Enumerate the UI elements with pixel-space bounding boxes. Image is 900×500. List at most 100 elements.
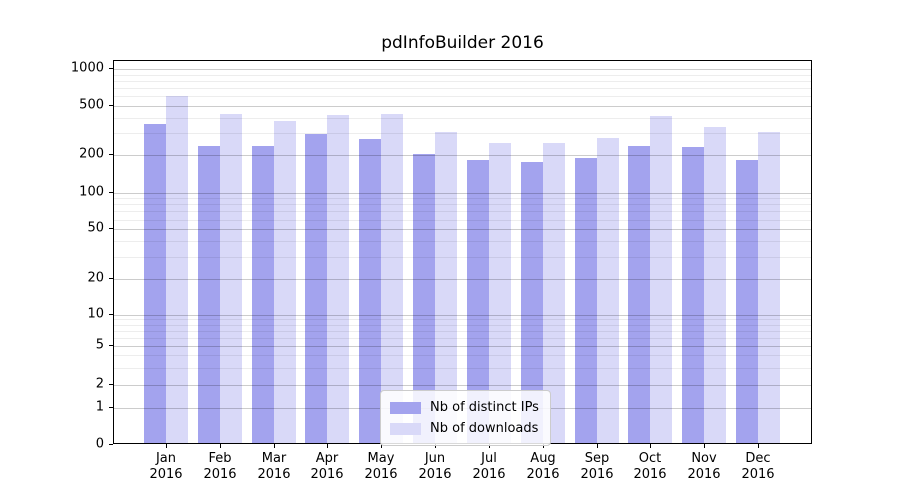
x-tick-label-year: 2016 xyxy=(418,467,452,482)
x-tick-label-month: Oct xyxy=(638,451,662,466)
x-tick-label-year: 2016 xyxy=(741,467,775,482)
minor-gridline xyxy=(114,204,811,205)
y-tick-mark xyxy=(109,154,113,155)
y-tick-label: 2 xyxy=(95,376,104,392)
y-tick-mark xyxy=(109,278,113,279)
legend: Nb of distinct IPs Nb of downloads xyxy=(380,390,551,446)
minor-gridline xyxy=(114,220,811,221)
minor-gridline xyxy=(114,75,811,76)
x-tick-label: Aug 2016 xyxy=(513,451,573,483)
x-tick-mark xyxy=(704,444,705,448)
legend-row: Nb of distinct IPs xyxy=(390,397,539,418)
minor-gridline xyxy=(114,331,811,332)
x-tick-label: Feb 2016 xyxy=(190,451,250,483)
grid-layer xyxy=(114,61,811,443)
minor-gridline xyxy=(114,241,811,242)
x-tick-label-month: Sep xyxy=(584,451,610,466)
y-tick-label: 1 xyxy=(95,399,104,415)
major-gridline xyxy=(114,315,811,316)
bars-layer xyxy=(114,61,811,443)
bar-nov-downloads xyxy=(704,127,727,443)
bar-jan-distinct-ips xyxy=(144,124,166,443)
x-tick-label-month: Dec xyxy=(745,451,771,466)
minor-gridline xyxy=(114,133,811,134)
x-tick-label: Mar 2016 xyxy=(244,451,304,483)
y-tick-label: 200 xyxy=(79,146,104,162)
y-tick-label: 10 xyxy=(87,306,104,322)
x-tick-mark xyxy=(381,444,382,448)
x-tick-label: Jul 2016 xyxy=(459,451,519,483)
minor-gridline xyxy=(114,325,811,326)
x-tick-label-year: 2016 xyxy=(364,467,398,482)
y-tick-label: 0 xyxy=(95,436,104,452)
y-tick-label: 100 xyxy=(79,184,104,200)
legend-label-downloads: Nb of downloads xyxy=(430,421,539,436)
x-tick-label-month: May xyxy=(367,451,395,466)
y-tick-mark xyxy=(109,314,113,315)
major-gridline xyxy=(114,279,811,280)
x-tick-mark xyxy=(489,444,490,448)
chart-title: pdInfoBuilder 2016 xyxy=(381,33,544,53)
y-tick-label: 50 xyxy=(87,220,104,236)
y-tick-label: 1000 xyxy=(70,60,104,76)
bar-may-downloads xyxy=(381,113,404,443)
major-gridline xyxy=(114,193,811,194)
x-tick-label: Apr 2016 xyxy=(297,451,357,483)
bar-apr-downloads xyxy=(327,114,350,443)
x-tick-label-month: Mar xyxy=(261,451,287,466)
major-gridline xyxy=(114,155,811,156)
bar-dec-distinct-ips xyxy=(736,160,759,443)
x-tick-label-month: Feb xyxy=(208,451,232,466)
bar-sep-downloads xyxy=(596,138,619,443)
x-tick-label-month: Jul xyxy=(481,451,497,466)
x-tick-label-year: 2016 xyxy=(687,467,721,482)
x-tick-mark xyxy=(650,444,651,448)
bar-aug-distinct-ips xyxy=(520,161,543,443)
legend-swatch-downloads xyxy=(390,422,421,435)
x-tick-label-year: 2016 xyxy=(257,467,291,482)
x-tick-mark xyxy=(597,444,598,448)
bar-oct-distinct-ips xyxy=(628,146,651,443)
x-tick-label-year: 2016 xyxy=(633,467,667,482)
legend-label-distinct-ips: Nb of distinct IPs xyxy=(430,400,539,415)
x-tick-label: Sep 2016 xyxy=(567,451,627,483)
minor-gridline xyxy=(114,118,811,119)
minor-gridline xyxy=(114,368,811,369)
bar-may-distinct-ips xyxy=(359,139,382,443)
bar-jun-downloads xyxy=(435,132,458,443)
y-tick-label: 5 xyxy=(95,337,104,353)
x-tick-label: Nov 2016 xyxy=(674,451,734,483)
major-gridline xyxy=(114,385,811,386)
legend-swatch-distinct-ips xyxy=(390,401,421,414)
minor-gridline xyxy=(114,88,811,89)
bar-jul-downloads xyxy=(488,143,511,443)
minor-gridline xyxy=(114,319,811,320)
minor-gridline xyxy=(114,211,811,212)
bar-oct-downloads xyxy=(650,115,673,443)
major-gridline xyxy=(114,69,811,70)
x-tick-mark xyxy=(543,444,544,448)
x-tick-mark xyxy=(166,444,167,448)
bar-nov-distinct-ips xyxy=(682,147,705,443)
y-tick-mark xyxy=(109,444,113,445)
y-tick-label: 500 xyxy=(79,97,104,113)
x-tick-label-year: 2016 xyxy=(580,467,614,482)
x-tick-label: Jan 2016 xyxy=(136,451,196,483)
legend-row: Nb of downloads xyxy=(390,418,539,439)
major-gridline xyxy=(114,229,811,230)
plot-area xyxy=(113,60,812,444)
x-tick-mark xyxy=(220,444,221,448)
bar-aug-downloads xyxy=(542,143,565,443)
x-tick-label: May 2016 xyxy=(351,451,411,483)
bar-dec-downloads xyxy=(758,132,781,443)
x-tick-label-year: 2016 xyxy=(149,467,183,482)
x-tick-label-year: 2016 xyxy=(310,467,344,482)
x-tick-label-month: Apr xyxy=(315,451,339,466)
y-tick-mark xyxy=(109,105,113,106)
x-tick-label-month: Aug xyxy=(530,451,556,466)
y-tick-mark xyxy=(109,192,113,193)
x-tick-mark xyxy=(435,444,436,448)
bar-jul-distinct-ips xyxy=(466,160,489,443)
minor-gridline xyxy=(114,81,811,82)
